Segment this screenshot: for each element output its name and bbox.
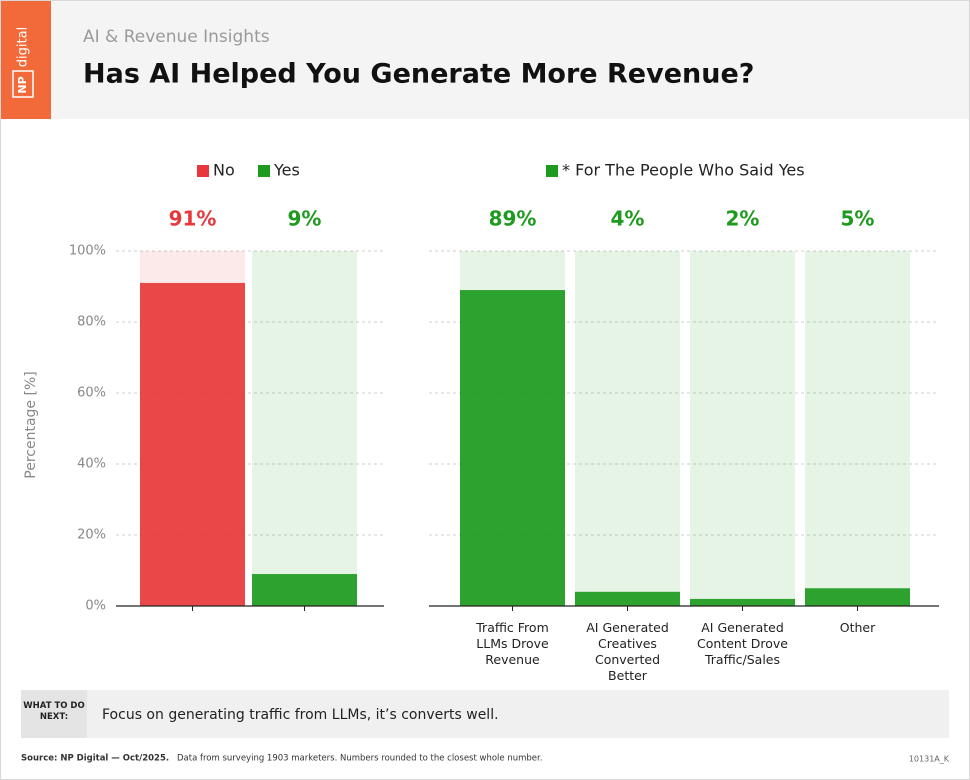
value-label: 4% bbox=[611, 207, 645, 231]
legend-label: * For The People Who Said Yes bbox=[562, 161, 805, 180]
bar-track bbox=[575, 251, 680, 606]
header-bg bbox=[1, 1, 969, 119]
bar bbox=[460, 290, 565, 606]
title: Has AI Helped You Generate More Revenue? bbox=[83, 59, 754, 90]
logo-mark: NP bbox=[16, 76, 29, 93]
bar bbox=[690, 598, 795, 606]
y-tick-label: 60% bbox=[77, 386, 106, 401]
x-tick-label: AI Generated Content Drove Traffic/Sales bbox=[697, 620, 788, 667]
y-axis-title: Percentage [%] bbox=[23, 371, 39, 478]
callout-label: WHAT TO DO NEXT: bbox=[23, 701, 85, 722]
logo-bg bbox=[1, 1, 51, 119]
legend-swatch bbox=[258, 165, 270, 177]
bar bbox=[252, 574, 357, 606]
subtitle: AI & Revenue Insights bbox=[83, 27, 270, 47]
legend-swatch bbox=[197, 165, 209, 177]
callout-label-bg bbox=[21, 690, 87, 738]
bar-track bbox=[690, 251, 795, 606]
callout-bg bbox=[21, 690, 949, 738]
legend-swatch bbox=[546, 165, 558, 177]
y-tick-label: 80% bbox=[77, 315, 106, 330]
value-label: 91% bbox=[169, 207, 217, 231]
bar bbox=[805, 588, 910, 606]
value-label: 2% bbox=[726, 207, 760, 231]
value-label: 89% bbox=[489, 207, 537, 231]
logo-text: digital bbox=[16, 27, 31, 67]
legend-label: No bbox=[213, 161, 235, 180]
y-tick-label: 40% bbox=[77, 457, 106, 472]
value-label: 9% bbox=[288, 207, 322, 231]
x-tick-label: Other bbox=[839, 620, 876, 635]
bar-track bbox=[252, 251, 357, 606]
y-tick-label: 0% bbox=[85, 599, 106, 614]
y-tick-label: 100% bbox=[69, 244, 106, 259]
x-tick-label: AI Generated Creatives Converted Better bbox=[586, 620, 669, 683]
logo-box bbox=[12, 70, 34, 98]
bar-track bbox=[805, 251, 910, 606]
bar bbox=[140, 282, 245, 606]
footer-code: 10131A_K bbox=[909, 755, 950, 764]
x-tick-label: Traffic From LLMs Drove Revenue bbox=[476, 620, 549, 667]
footer-source: Source: NP Digital — Oct/2025. bbox=[21, 754, 169, 764]
legend-label: Yes bbox=[273, 161, 300, 180]
value-label: 5% bbox=[841, 207, 875, 231]
footer-note: Data from surveying 1903 marketers. Numb… bbox=[177, 754, 542, 764]
callout-text: Focus on generating traffic from LLMs, i… bbox=[102, 707, 499, 723]
bar bbox=[575, 591, 680, 606]
y-tick-label: 20% bbox=[77, 528, 106, 543]
